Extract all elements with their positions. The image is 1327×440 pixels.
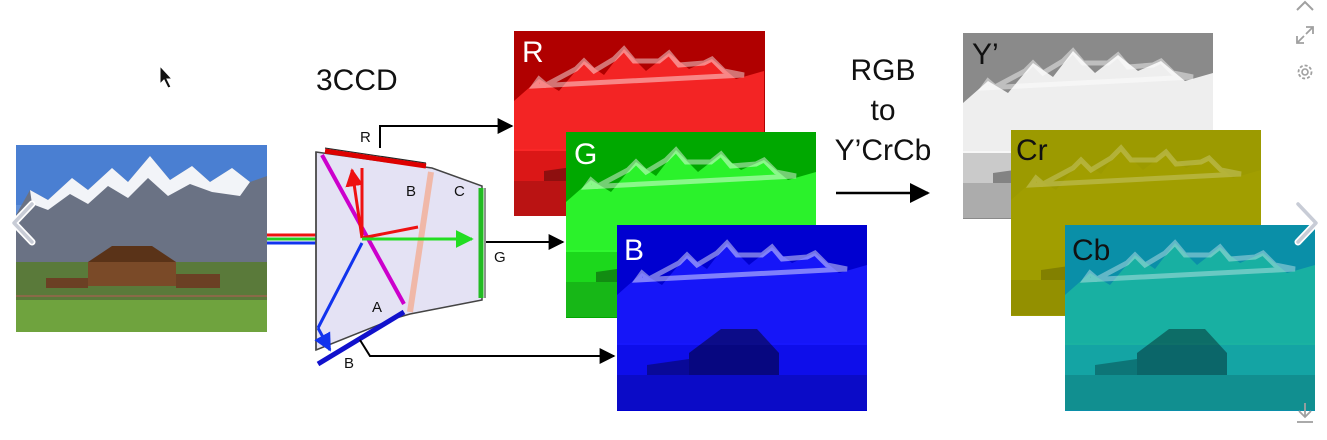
- label-b-bottom: B: [344, 355, 354, 372]
- label-a: A: [372, 299, 382, 316]
- channel-label-r: R: [522, 36, 544, 69]
- conversion-line-2: to: [870, 94, 895, 127]
- channel-label-g: G: [574, 138, 597, 171]
- input-photo: [16, 145, 267, 332]
- mouse-cursor-icon: [159, 64, 174, 89]
- label-g-sensor: G: [494, 249, 506, 266]
- chevron-up-icon[interactable]: [1294, 0, 1316, 12]
- download-icon[interactable]: [1294, 400, 1316, 426]
- channel-image-b: [617, 225, 867, 411]
- label-r-sensor: R: [360, 129, 371, 146]
- label-b-top: B: [406, 183, 416, 200]
- chevron-right-icon[interactable]: [1290, 198, 1324, 248]
- arrow-r-to-channel: [379, 118, 514, 148]
- arrow-b-to-channel: [359, 339, 616, 364]
- output-label-y: Y’: [972, 38, 999, 71]
- title-3ccd: 3CCD: [316, 64, 398, 97]
- channel-label-b: B: [624, 234, 644, 267]
- output-image-cb: [1065, 225, 1315, 411]
- conversion-line-1: RGB: [850, 54, 915, 87]
- expand-icon[interactable]: [1294, 24, 1316, 46]
- dichroic-prism: [314, 147, 486, 367]
- chevron-left-icon[interactable]: [6, 198, 40, 248]
- output-label-cr: Cr: [1016, 134, 1048, 167]
- label-c: C: [454, 183, 465, 200]
- gear-icon[interactable]: [1294, 61, 1316, 83]
- conversion-line-3: Y’CrCb: [835, 134, 932, 167]
- output-label-cb: Cb: [1072, 234, 1110, 267]
